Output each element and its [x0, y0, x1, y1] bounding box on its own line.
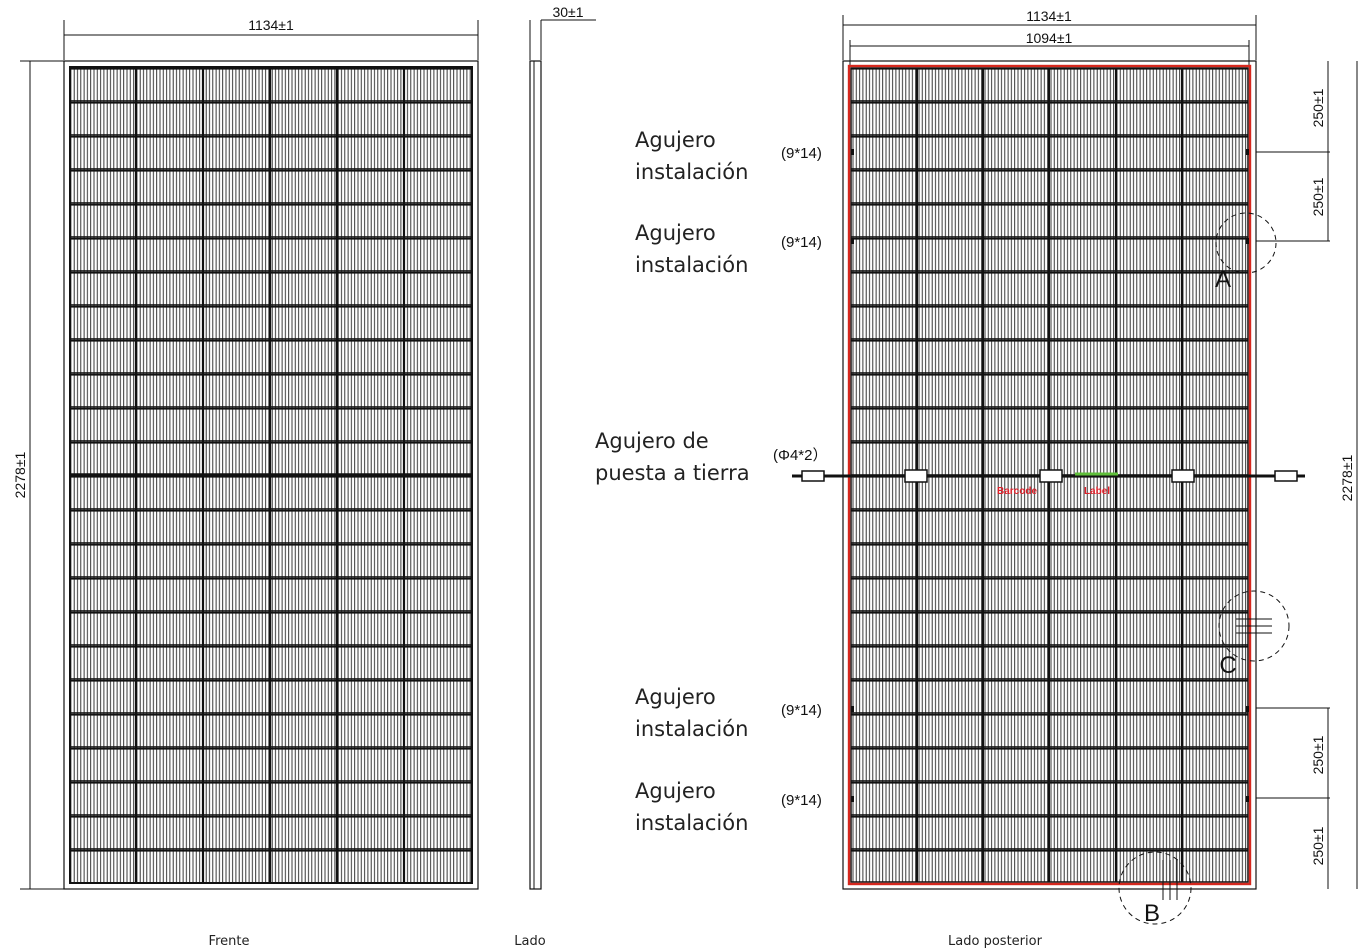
label-label: Label — [1084, 486, 1110, 497]
ground-hole-spec: (Φ4*2） — [773, 447, 828, 464]
detail-label-b: B — [1144, 900, 1160, 927]
install-hole-3-spec: (9*14) — [781, 702, 822, 719]
side-thickness-dim: 30±1 — [552, 4, 583, 20]
install-hole-4-line2: instalación — [635, 811, 748, 835]
install-hole-3-line2: instalación — [635, 717, 748, 741]
back-height-dim: 2278±1 — [1339, 454, 1355, 501]
side-caption: Lado — [514, 934, 545, 949]
install-hole-4-line1: Agujero — [635, 779, 716, 803]
install-hole-1-line1: Agujero — [635, 128, 716, 152]
detail-label-c: C — [1219, 652, 1236, 679]
install-hole-1-spec: (9*14) — [781, 145, 822, 162]
spacing-dim-4: 250±1 — [1310, 826, 1326, 865]
side-view: 30±1 Lado — [514, 4, 596, 949]
detail-label-a: A — [1215, 266, 1231, 293]
install-hole-4-spec: (9*14) — [781, 792, 822, 809]
front-caption: Frente — [209, 934, 250, 949]
spacing-dim-3: 250±1 — [1310, 735, 1326, 774]
back-inner-width-dim: 1094±1 — [1026, 30, 1073, 46]
barcode-label: Barcode — [997, 486, 1037, 497]
install-hole-2-line2: instalación — [635, 253, 748, 277]
callouts: Agujero instalación (9*14) Agujero insta… — [595, 128, 828, 835]
ground-hole-line2: puesta a tierra — [595, 461, 750, 485]
install-hole-2-line1: Agujero — [635, 221, 716, 245]
spacing-dim-1: 250±1 — [1310, 88, 1326, 127]
install-hole-1-line2: instalación — [635, 160, 748, 184]
front-height-dim: 2278±1 — [12, 451, 28, 498]
back-width-dim: 1134±1 — [1026, 8, 1072, 24]
install-hole-2-spec: (9*14) — [781, 234, 822, 251]
front-width-dim: 1134±1 — [248, 17, 294, 33]
front-view: 1134±1 2278±1 Frente — [12, 17, 479, 949]
back-view: 1134±1 1094±1 Barcode Label — [792, 8, 1358, 949]
install-hole-3-line1: Agujero — [635, 685, 716, 709]
ground-hole-line1: Agujero de — [595, 429, 709, 453]
back-caption: Lado posterior — [948, 934, 1043, 949]
spacing-dim-2: 250±1 — [1310, 177, 1326, 216]
